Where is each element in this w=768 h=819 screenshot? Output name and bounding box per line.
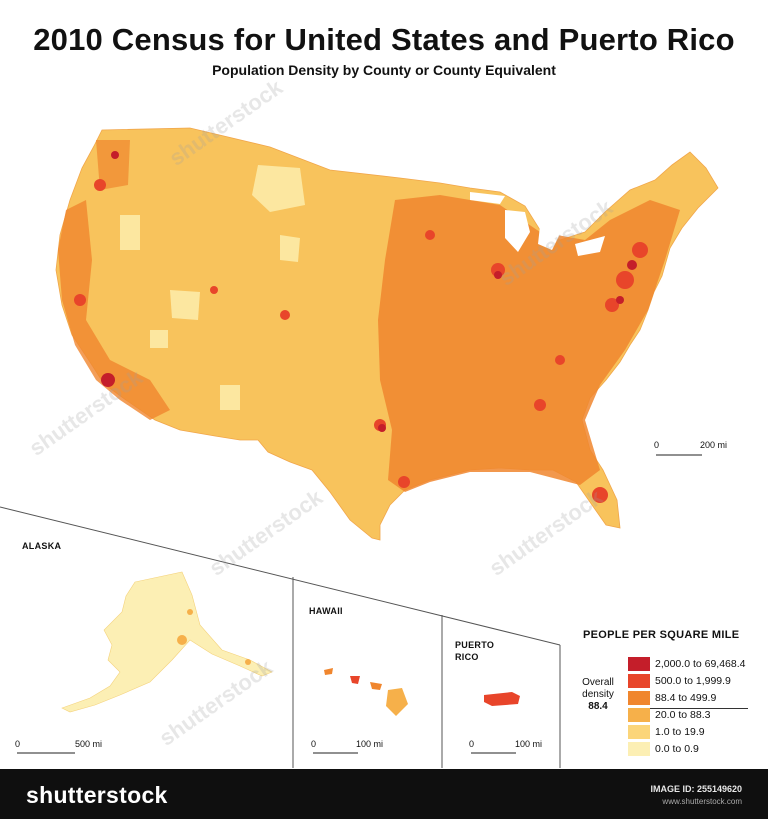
conus-west-coast — [58, 200, 170, 420]
legend-label: 500.0 to 1,999.9 — [655, 675, 731, 687]
conus-low-density — [120, 165, 305, 410]
legend-label: 2,000.0 to 69,468.4 — [655, 658, 746, 670]
density-map — [0, 127, 719, 768]
image-id: IMAGE ID: 255149620 — [650, 784, 742, 794]
conus-pacific-nw — [96, 140, 130, 190]
alaska-label: ALASKA — [22, 541, 62, 551]
overall-value: 88.4 — [588, 701, 608, 712]
overall-label-2: density — [582, 689, 614, 700]
puerto-rico-label-line2: RICO — [455, 652, 479, 662]
shutterstock-logo: shutterstock — [26, 782, 168, 808]
overall-density-marker — [628, 708, 748, 709]
legend-label: 20.0 to 88.3 — [655, 709, 711, 721]
legend-label: 88.4 to 499.9 — [655, 692, 717, 704]
scale-bars — [17, 454, 702, 754]
legend-label: 1.0 to 19.9 — [655, 726, 705, 738]
legend-swatch — [628, 691, 650, 705]
puerto-rico-scale-label: 100 mi — [515, 739, 543, 749]
hawaii-scale-label: 100 mi — [356, 739, 384, 749]
legend-swatch — [628, 657, 650, 671]
site-url: www.shutterstock.com — [662, 797, 742, 806]
alaska-scale-zero: 0 — [15, 739, 21, 749]
legend-swatch — [628, 708, 650, 722]
legend-swatch — [628, 742, 650, 756]
hawaii-shape — [324, 668, 408, 716]
hawaii-label: HAWAII — [309, 606, 343, 616]
alaska-scale-label: 500 mi — [75, 739, 103, 749]
great-lakes — [470, 192, 605, 256]
inset-frame-lines — [0, 506, 561, 768]
alaska-populated — [177, 609, 251, 665]
puerto-rico-label-line1: PUERTO — [455, 640, 495, 650]
overall-label-1: Overall — [582, 677, 614, 688]
legend-swatch — [628, 674, 650, 688]
map-subtitle: Population Density by County or County E… — [212, 62, 556, 78]
legend-title: PEOPLE PER SQUARE MILE — [583, 629, 740, 641]
puerto-rico-scale-zero: 0 — [469, 739, 475, 749]
map-title: 2010 Census for United States and Puerto… — [33, 22, 735, 57]
footer-bar: shutterstock IMAGE ID: 255149620 www.shu… — [0, 769, 768, 819]
legend-label: 0.0 to 0.9 — [655, 743, 699, 755]
hawaii-scale-zero: 0 — [311, 739, 317, 749]
conus-scale-label: 200 mi — [700, 440, 728, 450]
conus-scale-zero: 0 — [654, 440, 660, 450]
conus-east-region — [378, 195, 680, 492]
alaska-shape — [61, 571, 273, 713]
overall-density: Overall density 88.4 — [572, 677, 624, 713]
conus-dense-cores — [101, 151, 637, 432]
puerto-rico-shape — [484, 692, 520, 706]
legend-swatch — [628, 725, 650, 739]
